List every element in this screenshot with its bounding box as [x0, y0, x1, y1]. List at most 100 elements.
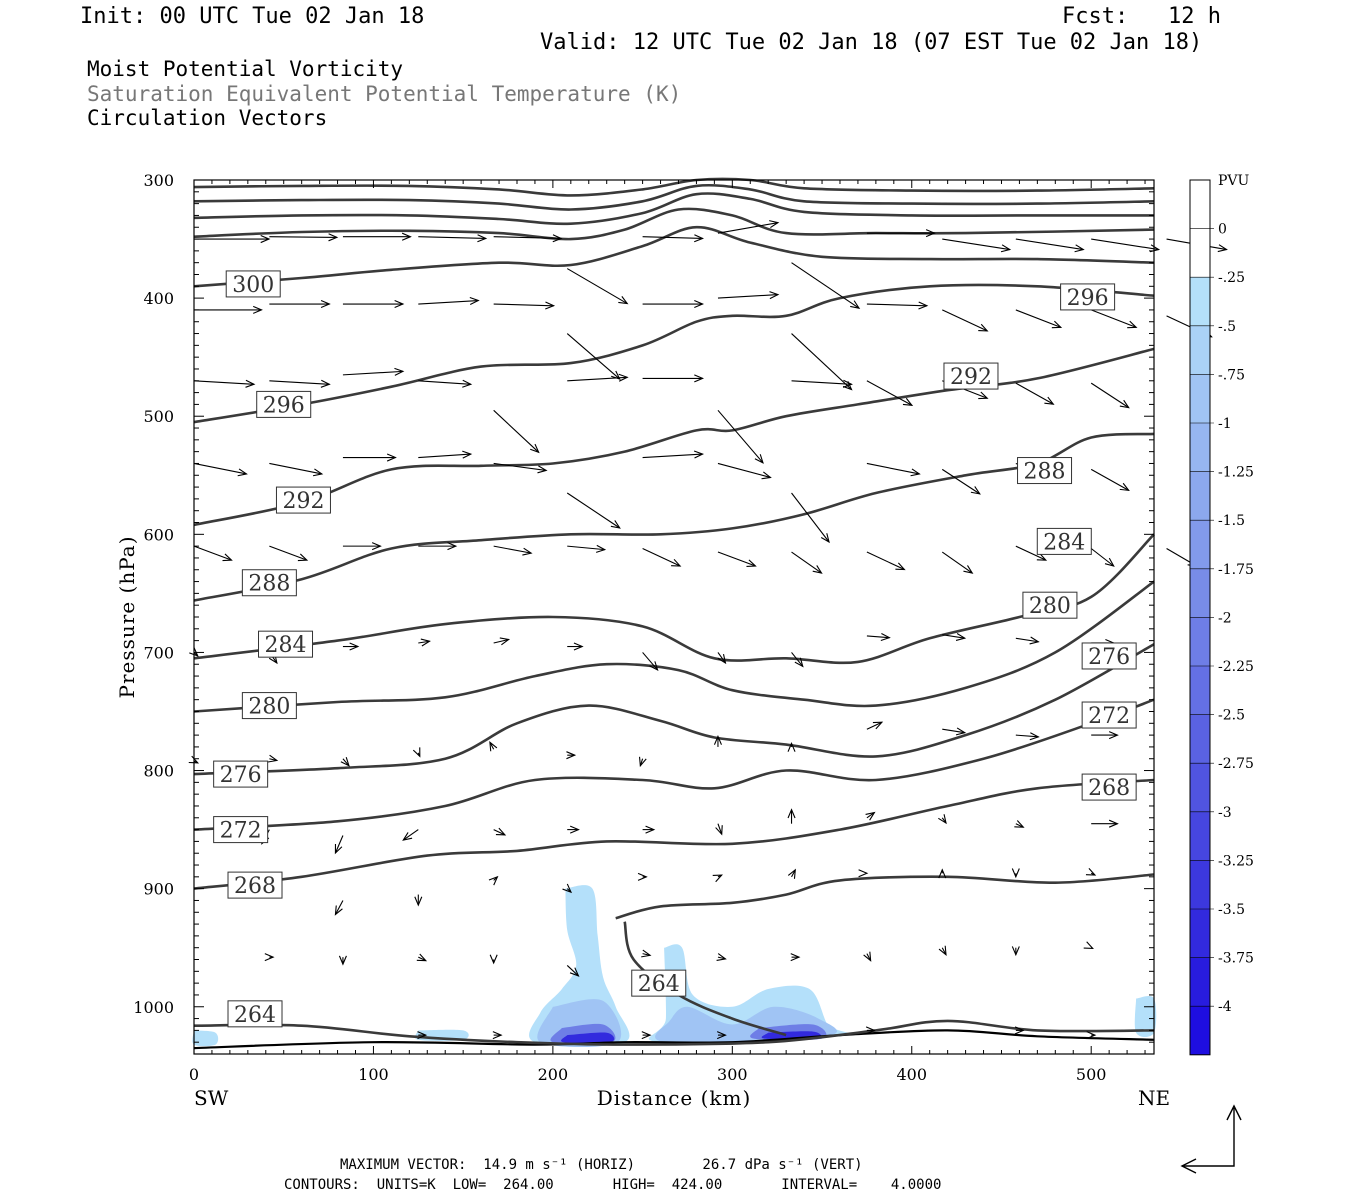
vector-shaft: [1015, 637, 1039, 643]
vector-shaft: [269, 236, 337, 238]
vector-head: [1217, 244, 1228, 253]
vector-91: [942, 727, 967, 736]
vector-shaft: [942, 309, 988, 332]
y-tick-label: 1000: [133, 998, 174, 1017]
vector-103: [938, 814, 947, 825]
vector-head: [938, 945, 947, 956]
vector-111: [637, 872, 648, 881]
vector-head: [978, 323, 989, 332]
vector-18: [493, 301, 556, 310]
vector-1: [269, 233, 339, 242]
vector-119: [338, 955, 347, 966]
contour-label-272-7: 272: [213, 816, 269, 844]
vector-head: [545, 301, 556, 310]
vector-shaft: [193, 380, 255, 385]
vector-head: [320, 300, 331, 309]
vector-head: [1104, 557, 1115, 567]
vector-shaft: [418, 236, 486, 239]
field-legend-pv: Moist Potential Vorticity: [87, 57, 404, 81]
vector-98: [567, 825, 580, 834]
vector-59: [567, 544, 607, 553]
vector-117: [1085, 867, 1097, 876]
vector-shaft: [567, 545, 605, 551]
vector-99: [642, 825, 656, 834]
vector-45: [493, 462, 548, 474]
vector-head: [312, 468, 324, 477]
colorbar-cell-4: [1190, 374, 1210, 423]
vector-77: [866, 633, 891, 642]
vector-head: [694, 374, 705, 383]
vector-shaft: [418, 299, 479, 305]
contour-label-296-11: 296: [1060, 283, 1116, 311]
vector-head: [1119, 482, 1130, 492]
contour-label-box: [1036, 527, 1092, 555]
vector-head: [1044, 396, 1055, 405]
vector-42: [269, 462, 324, 477]
vector-head: [338, 955, 347, 966]
vector-shaft: [1015, 238, 1084, 251]
colorbar-label: -2: [1218, 610, 1232, 626]
pv-region-9: [561, 1032, 615, 1044]
vector-head: [754, 454, 764, 464]
vector-head: [222, 553, 233, 562]
contour-label-280-5: 280: [241, 692, 297, 720]
vector-123: [641, 949, 652, 958]
colorbar-label: -3.5: [1218, 902, 1245, 918]
vector-125: [790, 953, 801, 962]
vector-head: [812, 565, 823, 574]
contour-label-box: [1022, 591, 1078, 619]
contour-label-288-3: 288: [241, 569, 297, 597]
contour-label-text: 284: [1043, 530, 1085, 555]
colorbar-label: -4: [1218, 999, 1232, 1015]
vector-shaft: [791, 551, 822, 574]
vector-shaft: [493, 409, 540, 453]
vector-head: [530, 443, 540, 454]
vector-66: [1090, 548, 1115, 567]
vector-2: [342, 232, 412, 241]
vector-shaft: [1090, 309, 1137, 328]
colorbar-cell-11: [1190, 714, 1210, 764]
vector-28: [193, 379, 256, 388]
vector-92: [1015, 732, 1040, 741]
vector-11: [1015, 238, 1085, 253]
isentrope-276-5: [193, 643, 1155, 776]
colorbar-label: -1: [1218, 416, 1232, 432]
vector-head: [477, 234, 488, 243]
vector-114: [858, 869, 869, 878]
contour-label-box: [631, 969, 687, 997]
vector-shaft: [342, 370, 403, 376]
vector-shaft: [493, 638, 509, 644]
vector-93: [1091, 731, 1119, 740]
vector-head: [790, 953, 801, 962]
vector-head: [1014, 820, 1025, 828]
contour-label-text: 288: [1024, 460, 1066, 485]
vector-shaft: [566, 268, 628, 305]
vector-head: [1051, 320, 1063, 329]
vector-124: [716, 953, 727, 961]
contour-label-box: [1060, 283, 1116, 311]
vector-head: [189, 647, 199, 657]
colorbar-cell-3: [1190, 325, 1210, 375]
vector-head: [712, 874, 723, 883]
vector-head: [1086, 1031, 1097, 1040]
colorbar-cell-2: [1190, 277, 1210, 326]
vector-head: [637, 872, 648, 881]
vector-95: [334, 835, 344, 855]
vector-3: [418, 234, 488, 243]
vector-head: [761, 471, 772, 480]
vector-121: [489, 954, 498, 965]
vector-head: [671, 558, 682, 567]
vector-head: [552, 234, 563, 243]
colorbar-cell-1: [1190, 228, 1210, 278]
vector-61: [717, 551, 757, 567]
vector-62: [791, 551, 823, 574]
vector-shaft: [269, 545, 308, 561]
vector-102: [865, 811, 876, 821]
vector-130: [417, 1031, 428, 1040]
contour-label-box: [1081, 701, 1137, 729]
colorbar-label: -.5: [1218, 319, 1236, 335]
max-vector-note: MAXIMUM VECTOR: 14.9 m s⁻¹ (HORIZ) 26.7 …: [340, 1157, 863, 1173]
vector-12: [1091, 238, 1161, 253]
vector-87: [639, 756, 647, 768]
vector-head: [746, 559, 757, 567]
